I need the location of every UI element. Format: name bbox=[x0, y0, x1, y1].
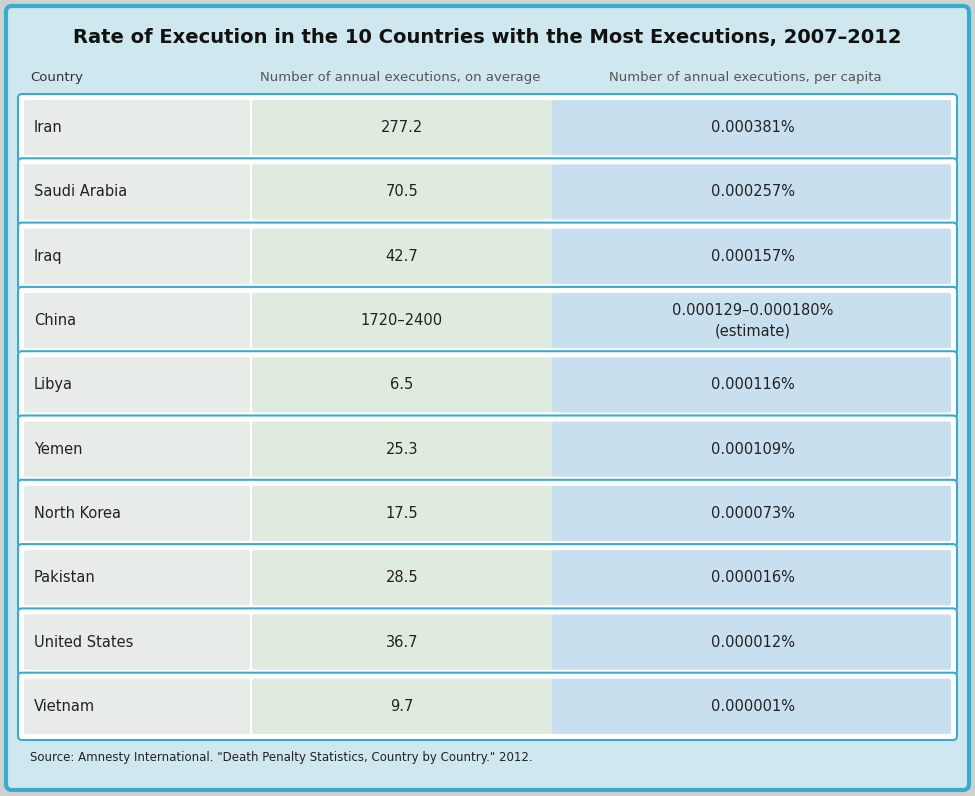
FancyBboxPatch shape bbox=[252, 486, 552, 541]
FancyBboxPatch shape bbox=[24, 679, 250, 734]
Text: Pakistan: Pakistan bbox=[34, 570, 96, 585]
Text: Iran: Iran bbox=[34, 120, 62, 135]
FancyBboxPatch shape bbox=[18, 94, 957, 162]
Text: Number of annual executions, per capita: Number of annual executions, per capita bbox=[608, 72, 881, 84]
Text: 0.000257%: 0.000257% bbox=[711, 185, 795, 200]
FancyBboxPatch shape bbox=[24, 357, 250, 412]
Text: Country: Country bbox=[30, 72, 83, 84]
FancyBboxPatch shape bbox=[18, 416, 957, 483]
FancyBboxPatch shape bbox=[24, 615, 250, 669]
FancyBboxPatch shape bbox=[552, 422, 951, 477]
FancyBboxPatch shape bbox=[252, 422, 552, 477]
FancyBboxPatch shape bbox=[552, 357, 951, 412]
FancyBboxPatch shape bbox=[24, 550, 250, 606]
FancyBboxPatch shape bbox=[252, 293, 552, 348]
Text: 0.000001%: 0.000001% bbox=[711, 699, 795, 714]
FancyBboxPatch shape bbox=[6, 6, 969, 790]
FancyBboxPatch shape bbox=[252, 228, 552, 284]
Text: 28.5: 28.5 bbox=[386, 570, 418, 585]
Text: Source: Amnesty International. "Death Penalty Statistics, Country by Country." 2: Source: Amnesty International. "Death Pe… bbox=[30, 751, 532, 764]
FancyBboxPatch shape bbox=[18, 673, 957, 740]
Text: United States: United States bbox=[34, 634, 134, 650]
FancyBboxPatch shape bbox=[24, 486, 250, 541]
Text: 9.7: 9.7 bbox=[390, 699, 413, 714]
Text: Libya: Libya bbox=[34, 377, 73, 392]
FancyBboxPatch shape bbox=[18, 608, 957, 676]
Text: Rate of Execution in the 10 Countries with the Most Executions, 2007–2012: Rate of Execution in the 10 Countries wi… bbox=[73, 29, 902, 48]
FancyBboxPatch shape bbox=[552, 100, 951, 155]
Text: 0.000129–0.000180%
(estimate): 0.000129–0.000180% (estimate) bbox=[672, 302, 834, 338]
FancyBboxPatch shape bbox=[552, 615, 951, 669]
FancyBboxPatch shape bbox=[18, 351, 957, 419]
Text: 17.5: 17.5 bbox=[386, 506, 418, 521]
Text: 277.2: 277.2 bbox=[381, 120, 423, 135]
FancyBboxPatch shape bbox=[252, 100, 552, 155]
Text: 0.000381%: 0.000381% bbox=[711, 120, 795, 135]
Text: 25.3: 25.3 bbox=[386, 442, 418, 457]
Text: 42.7: 42.7 bbox=[386, 248, 418, 263]
Text: Number of annual executions, on average: Number of annual executions, on average bbox=[259, 72, 540, 84]
FancyBboxPatch shape bbox=[252, 679, 552, 734]
Text: 70.5: 70.5 bbox=[386, 185, 418, 200]
FancyBboxPatch shape bbox=[24, 100, 250, 155]
FancyBboxPatch shape bbox=[552, 228, 951, 284]
FancyBboxPatch shape bbox=[252, 615, 552, 669]
FancyBboxPatch shape bbox=[252, 164, 552, 220]
Text: 0.000109%: 0.000109% bbox=[711, 442, 795, 457]
Text: Yemen: Yemen bbox=[34, 442, 83, 457]
FancyBboxPatch shape bbox=[18, 480, 957, 547]
Text: 0.000016%: 0.000016% bbox=[711, 570, 795, 585]
FancyBboxPatch shape bbox=[252, 550, 552, 606]
FancyBboxPatch shape bbox=[24, 293, 250, 348]
FancyBboxPatch shape bbox=[552, 164, 951, 220]
FancyBboxPatch shape bbox=[252, 357, 552, 412]
Text: 6.5: 6.5 bbox=[390, 377, 413, 392]
Text: Vietnam: Vietnam bbox=[34, 699, 96, 714]
Text: 36.7: 36.7 bbox=[386, 634, 418, 650]
Text: 0.000157%: 0.000157% bbox=[711, 248, 795, 263]
Text: 0.000012%: 0.000012% bbox=[711, 634, 795, 650]
Text: North Korea: North Korea bbox=[34, 506, 121, 521]
FancyBboxPatch shape bbox=[18, 158, 957, 225]
Text: Iraq: Iraq bbox=[34, 248, 62, 263]
Text: 0.000116%: 0.000116% bbox=[711, 377, 795, 392]
Text: 1720–2400: 1720–2400 bbox=[361, 313, 443, 328]
FancyBboxPatch shape bbox=[24, 228, 250, 284]
FancyBboxPatch shape bbox=[24, 164, 250, 220]
Text: Saudi Arabia: Saudi Arabia bbox=[34, 185, 128, 200]
Text: China: China bbox=[34, 313, 76, 328]
FancyBboxPatch shape bbox=[552, 293, 951, 348]
Text: 0.000073%: 0.000073% bbox=[711, 506, 795, 521]
FancyBboxPatch shape bbox=[552, 679, 951, 734]
FancyBboxPatch shape bbox=[18, 223, 957, 290]
FancyBboxPatch shape bbox=[552, 550, 951, 606]
FancyBboxPatch shape bbox=[552, 486, 951, 541]
FancyBboxPatch shape bbox=[18, 544, 957, 611]
FancyBboxPatch shape bbox=[24, 422, 250, 477]
FancyBboxPatch shape bbox=[18, 287, 957, 354]
